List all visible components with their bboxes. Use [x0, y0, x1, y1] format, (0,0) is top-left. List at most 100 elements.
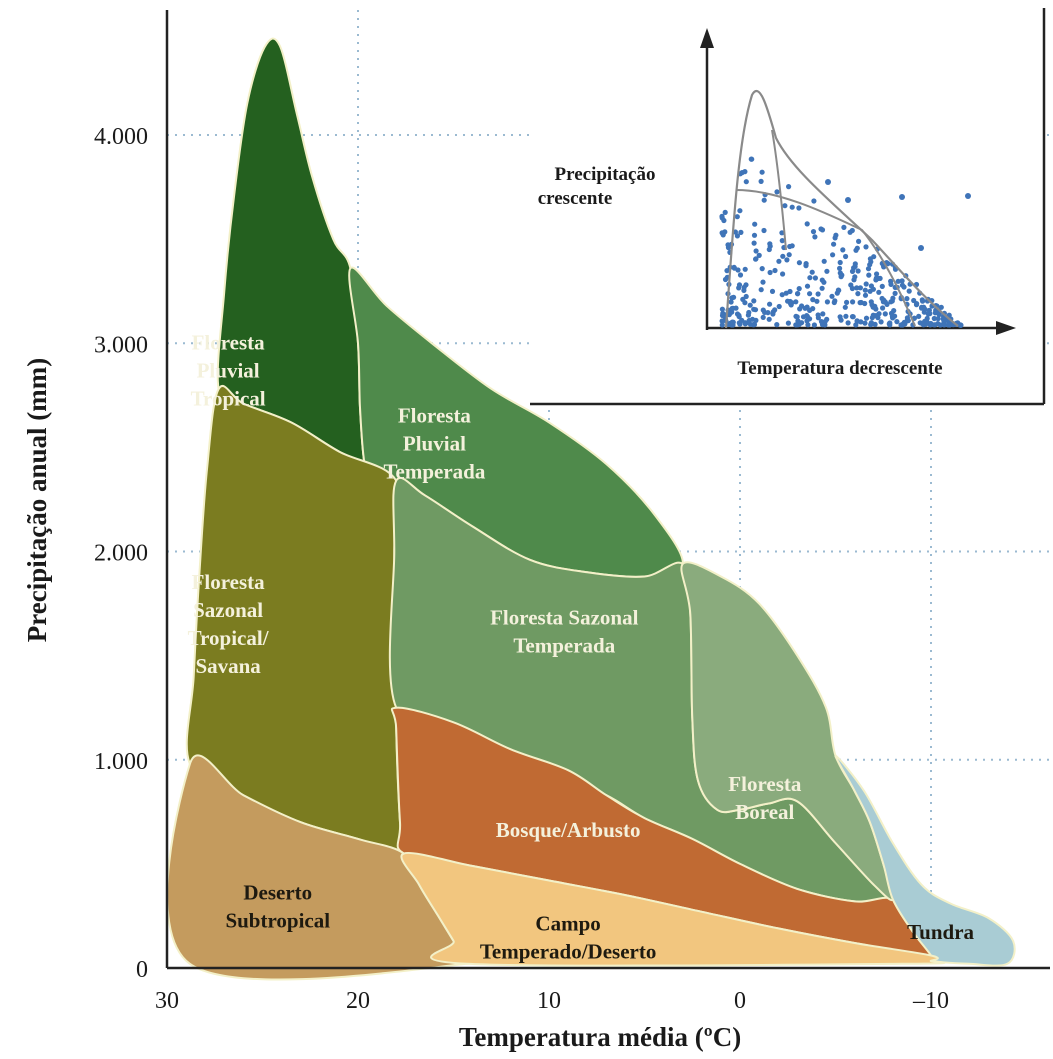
inset-point — [807, 291, 813, 297]
inset-point — [832, 298, 838, 304]
inset-point — [882, 311, 888, 317]
inset-point — [811, 322, 818, 328]
inset-point — [852, 261, 858, 267]
inset-scatter-plot: Precipitação crescente Temperatura decre… — [530, 8, 1046, 406]
inset-point — [761, 227, 767, 234]
inset-point — [889, 298, 895, 304]
label-floresta-boreal-line-1: Floresta — [728, 772, 802, 796]
x-axis-title: Temperatura média (ºC) — [459, 1022, 741, 1052]
inset-point — [793, 299, 799, 305]
inset-point — [925, 311, 931, 317]
label-floresta-sazonal-tropical-savana-line-2: Sazonal — [193, 598, 263, 622]
inset-point — [838, 272, 844, 278]
inset-point — [906, 288, 912, 294]
inset-point — [855, 291, 861, 297]
inset-point — [876, 289, 882, 295]
inset-point — [734, 214, 740, 220]
inset-point — [873, 313, 879, 319]
inset-point — [735, 267, 741, 273]
inset-point — [785, 320, 792, 326]
inset-point — [862, 292, 869, 298]
inset-point — [807, 307, 813, 313]
inset-point — [787, 300, 794, 307]
inset-point — [751, 240, 757, 246]
inset-point — [857, 285, 864, 291]
inset-point — [728, 299, 734, 305]
inset-point — [840, 247, 846, 253]
inset-point — [772, 307, 778, 313]
inset-point — [866, 272, 872, 278]
inset-point — [787, 243, 793, 250]
inset-point — [867, 256, 874, 262]
inset-point — [747, 302, 753, 308]
inset-point — [863, 281, 869, 287]
label-floresta-sazonal-tropical-savana-line-3: Tropical/ — [188, 626, 270, 650]
area-floresta-boreal — [680, 561, 895, 902]
inset-point — [898, 322, 904, 328]
inset-point — [837, 314, 843, 320]
inset-point — [888, 278, 894, 284]
inset-point — [878, 319, 884, 325]
biome-labels: Floresta Pluvial Tropical Floresta Pluvial Te… — [188, 330, 975, 963]
inset-point — [820, 311, 826, 317]
inset-point — [867, 262, 873, 268]
inset-point — [753, 256, 759, 262]
inset-point — [821, 258, 827, 264]
inset-point — [760, 279, 766, 285]
inset-point — [734, 233, 741, 239]
inset-point — [720, 232, 726, 238]
inset-point — [760, 314, 766, 320]
x-tick-label-0: 0 — [734, 988, 746, 1014]
label-floresta-boreal-line-2: Boreal — [735, 800, 794, 824]
inset-point — [841, 224, 847, 230]
inset-point — [832, 235, 838, 241]
inset-point — [805, 322, 811, 328]
inset-point — [752, 221, 758, 227]
inset-point — [745, 312, 752, 318]
y-tick-label-4000: 4.000 — [94, 124, 148, 150]
inset-point — [879, 295, 885, 302]
label-floresta-pluvial-temperada-line-3: Temperada — [383, 459, 485, 483]
area-campo-temperado-deserto — [400, 851, 946, 967]
inset-point — [731, 264, 737, 270]
inset-point — [725, 245, 732, 251]
inset-point — [793, 313, 799, 319]
inset-point — [795, 291, 801, 297]
inset-point — [766, 316, 772, 322]
x-tick-label-20: 20 — [346, 988, 370, 1014]
label-deserto-subtropical-line-2: Subtropical — [225, 908, 330, 932]
inset-point — [829, 293, 835, 299]
inset-point — [729, 305, 735, 312]
inset-background — [530, 8, 1046, 404]
inset-point — [742, 266, 748, 272]
inset-point — [818, 226, 824, 232]
inset-point — [916, 313, 922, 319]
inset-point — [941, 322, 947, 328]
inset-point — [877, 275, 883, 281]
inset-point — [722, 276, 729, 283]
inset-envelope-curve — [724, 90, 959, 329]
inset-point — [886, 321, 892, 327]
inset-point — [834, 290, 840, 296]
inset-point — [780, 271, 786, 277]
inset-point — [812, 234, 818, 240]
x-tick-label-10: –10 — [912, 988, 949, 1014]
inset-point — [868, 322, 874, 328]
inset-point — [760, 307, 766, 313]
inset-point — [756, 252, 762, 258]
inset-point — [850, 299, 856, 305]
inset-point — [774, 322, 780, 328]
inset-point — [719, 322, 725, 328]
label-floresta-sazonal-temperada-line-1: Floresta Sazonal — [490, 605, 639, 629]
inset-point — [854, 285, 860, 291]
inset-point — [804, 313, 810, 319]
inset-point — [784, 257, 790, 263]
x-tick-label-10: 10 — [537, 988, 561, 1014]
inset-point — [928, 320, 934, 327]
inset-point — [719, 312, 726, 319]
inset-point — [786, 184, 792, 190]
inset-point — [856, 238, 862, 244]
y-tick-labels: 0 1.000 2.000 3.000 4.000 — [94, 124, 148, 983]
inset-point — [799, 303, 805, 309]
